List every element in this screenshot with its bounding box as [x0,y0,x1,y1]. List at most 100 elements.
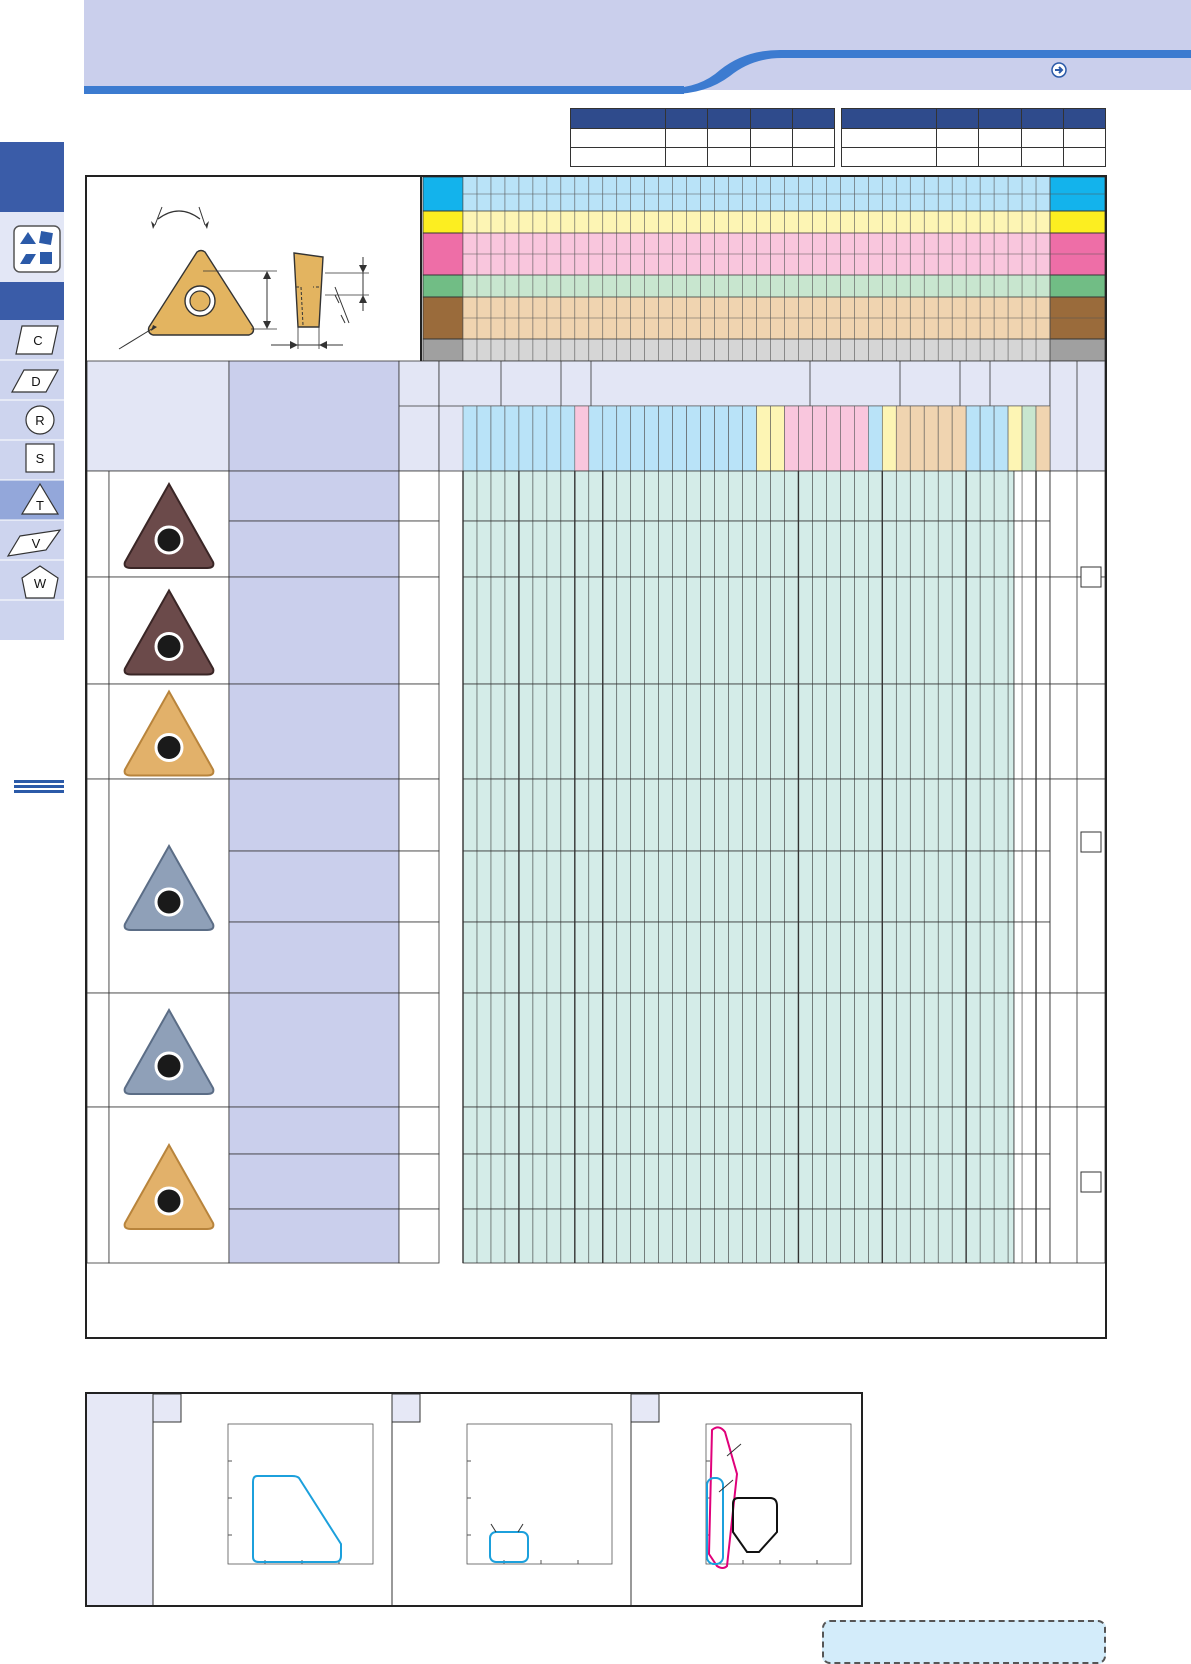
sidebar-page-marker [14,780,64,794]
grade-table [85,175,1107,1339]
sidebar-t-type-tab[interactable] [0,282,64,321]
row-grade-cells [462,520,1015,578]
header-grade-col [476,405,492,472]
header-grade-col [546,405,562,472]
insert-row-1-insert-hole [154,525,184,555]
insert-row-2-insert-hole [154,632,184,661]
row-end-group [1049,470,1105,578]
row-grade-cells [462,778,1015,852]
insert-row-4-insert-hole [154,887,184,917]
range-chart-1-region [252,1475,342,1563]
row-end-group [1049,576,1105,685]
header-grade-col [979,405,995,472]
material-label-N [422,274,464,298]
header-grade-col [574,405,590,472]
row-end-cell [1013,1153,1051,1210]
range-label-column [87,1394,153,1605]
header-grade-col [937,405,953,472]
row-index-cell [87,1106,110,1264]
range-chart-panel [85,1392,863,1607]
row-end-cell [1013,470,1051,522]
header-grade-col [1007,405,1023,472]
header-product-cell [87,360,230,472]
next-page-icon[interactable] [1051,62,1067,78]
svg-text:S: S [36,451,45,466]
header-grade-col [909,405,925,472]
row-index-cell [87,992,110,1108]
range-charts [87,1394,852,1605]
end-check-box [1080,1171,1102,1193]
svg-text:T: T [36,498,44,513]
range-chart-1-plot [227,1423,374,1565]
row-code-cell [228,1153,400,1210]
row-code-cell [228,683,400,780]
end-check-box [1080,566,1102,588]
spec-header-table-2 [841,108,1107,167]
material-label-P [422,177,464,212]
row-code-cell [228,1208,400,1264]
row-grade-cells [462,470,1015,522]
sidebar-section-tab[interactable] [0,142,64,213]
header-grade-col [895,405,911,472]
insert-shapes-icon [13,225,61,273]
header-grade-col [658,405,673,472]
range-chart-2-leader [490,1523,497,1533]
sidebar-shape-list: C D R S T V W [0,320,64,640]
header-end-cell [1049,360,1105,472]
row-code-cell [228,850,400,923]
header-grade-col [1035,405,1051,472]
end-check-box [1080,831,1102,853]
row-code-cell [228,576,400,685]
row-grade-cells [462,1208,1015,1264]
row-grade-cells [462,683,1015,780]
material-end-M [1049,210,1105,234]
row-spec-cell [398,470,440,522]
row-spec-cell [398,850,440,923]
svg-text:V: V [32,536,41,551]
range-chart-3-region-b [706,1477,724,1565]
row-spec-cell [398,1106,440,1155]
header-grade-col [504,405,520,472]
row-index-cell [87,576,110,685]
row-grade-cells [462,850,1015,923]
header-grade-col [798,405,813,472]
sidebar-shapes-item[interactable] [0,212,64,283]
header-grade-col [644,405,659,472]
header-grade-col [868,405,883,472]
header-grade-col [532,405,548,472]
header-grade-col [742,405,757,472]
header-band [84,0,1191,94]
range-chart-2-tag [391,1394,421,1423]
row-end-cell [1013,921,1051,994]
row-grade-cells [462,576,1015,685]
row-end-cell [1013,576,1051,685]
row-spec-cell [398,683,440,780]
header-grade-col [462,405,478,472]
header-grade-col [951,405,967,472]
header-grade-col [854,405,869,472]
row-spec-cell [398,520,440,578]
row-end-cell [1013,992,1051,1108]
row-index-cell [87,470,110,578]
row-end-group [1049,992,1105,1108]
row-end-cell [1013,1208,1051,1264]
header-grade-col [560,405,576,472]
header-grade-col [616,405,632,472]
range-chart-2-region [489,1531,529,1563]
row-spec-cell [398,1208,440,1264]
row-end-cell [1013,520,1051,578]
row-end-cell [1013,683,1051,780]
range-chart-3-region-c [732,1497,778,1553]
row-index-cell [87,683,110,780]
row-grade-cells [462,921,1015,994]
row-end-group [1049,683,1105,780]
svg-text:C: C [33,333,42,348]
header-grade-col [728,405,743,472]
range-chart-2-leader [517,1523,524,1533]
row-code-cell [228,992,400,1108]
header-grade-col [602,405,618,472]
header-grade-col [812,405,827,472]
row-end-cell [1013,778,1051,852]
row-code-cell [228,520,400,578]
material-end-N [1049,274,1105,298]
